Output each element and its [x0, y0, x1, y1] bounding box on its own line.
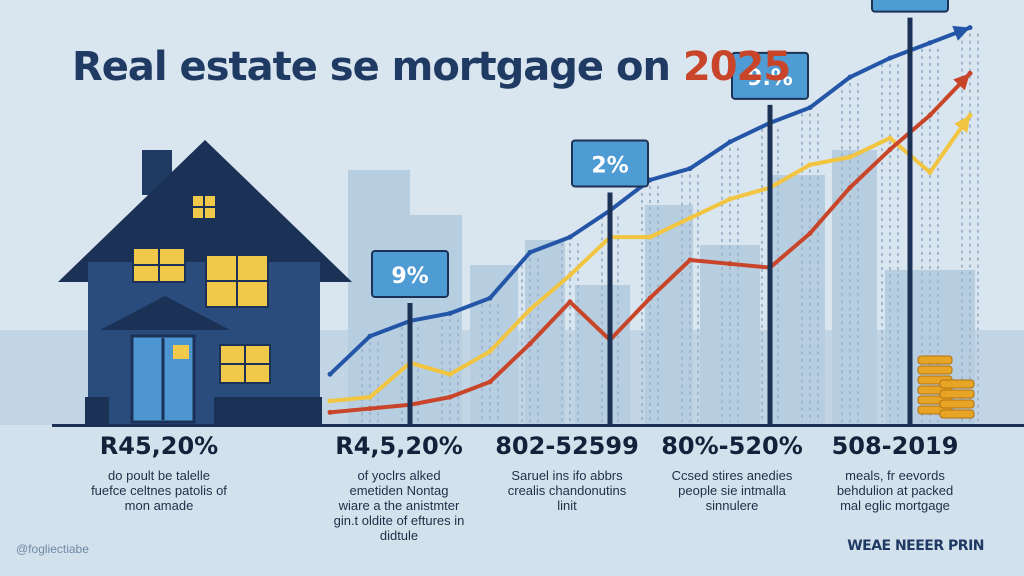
data-point: [807, 230, 813, 236]
data-point: [567, 234, 573, 240]
house-illustration: [58, 140, 352, 425]
data-point: [527, 249, 533, 255]
stat-value: 80%-520%: [661, 432, 803, 460]
stat-text-line: gin.t oldite of eftures in: [333, 513, 465, 528]
data-point: [727, 196, 733, 202]
callout-box: [371, 249, 449, 298]
data-point: [447, 371, 453, 377]
stat-block: R45,20% do poult be talelle fuefce celtn…: [64, 432, 254, 513]
data-point: [847, 74, 853, 80]
title-main: Real estate se mortgage on: [72, 44, 671, 90]
callout-label: 9.%: [747, 66, 793, 91]
stat-text-line: mon amade: [124, 498, 194, 513]
stat-text-line: of yoclrs alked: [357, 468, 441, 483]
stat-text-line: wiare a the anistmter: [338, 498, 460, 513]
stat-text-line: fuefce celtnes patolis of: [91, 483, 227, 498]
chart-area: 9% 2% 9.% 21%: [327, 0, 973, 424]
stat-text-line: people sie intmalla: [678, 483, 786, 498]
series-arrowhead: [954, 115, 970, 133]
stat-block: R4,5,20% of yoclrs alked emetiden Nontag…: [304, 432, 494, 543]
data-point: [847, 185, 853, 191]
data-point: [487, 295, 493, 301]
stat-text-line: emetiden Nontag: [349, 483, 449, 498]
porch-roof: [100, 296, 230, 330]
page-title: Real estate se mortgage on 2025: [72, 44, 791, 90]
stat-text-line: didtule: [379, 528, 419, 543]
data-point: [327, 409, 333, 415]
data-point: [567, 299, 573, 305]
door-window: [173, 345, 189, 359]
series-arrowhead: [953, 73, 970, 91]
data-point: [447, 394, 453, 400]
data-point: [927, 112, 933, 118]
series-arrowhead: [952, 25, 970, 41]
data-point: [927, 40, 933, 46]
data-point: [887, 135, 893, 141]
data-point: [687, 257, 693, 263]
data-point: [807, 162, 813, 168]
footer-handle: @fogliectiabe: [16, 542, 89, 556]
data-point: [487, 379, 493, 385]
stat-block: 80%-520% Ccsed stires anedies people sie…: [637, 432, 827, 513]
callout-label: 2%: [591, 153, 628, 178]
data-point: [687, 166, 693, 172]
stat-block: 802-52599 Saruel ins ifo abbrs crealis c…: [472, 432, 662, 513]
stat-text-line: crealis chandonutins: [507, 483, 627, 498]
data-point: [807, 105, 813, 111]
callout-label: 21%: [884, 0, 937, 4]
stat-text-line: sinnulere: [705, 498, 759, 513]
data-point: [327, 398, 333, 404]
stat-value: R45,20%: [99, 432, 219, 460]
callout-label: 9%: [391, 264, 428, 289]
title-year: 2025: [682, 44, 791, 90]
data-point: [647, 295, 653, 301]
data-point: [727, 261, 733, 267]
data-point: [487, 348, 493, 354]
stat-text-line: do poult be talelle: [108, 468, 210, 483]
data-point: [647, 234, 653, 240]
data-point: [847, 154, 853, 160]
callout-box: [871, 0, 949, 13]
stat-text-line: mal eglic mortgage: [840, 498, 950, 513]
data-point: [527, 307, 533, 313]
data-point: [367, 333, 373, 339]
footer-brand-logo: WEAE NEEER PRIN: [847, 538, 984, 554]
stat-text-line: meals, fr eevords: [845, 468, 945, 483]
data-point: [527, 341, 533, 347]
data-point: [367, 406, 373, 412]
stat-text-line: Ccsed stires anedies: [671, 468, 793, 483]
stat-value: R4,5,20%: [335, 432, 463, 460]
data-point: [727, 139, 733, 145]
stat-text-line: behdulion at packed: [836, 483, 954, 498]
data-point: [687, 215, 693, 221]
data-point: [567, 272, 573, 278]
callout-box: [731, 51, 809, 100]
coin-stack-icon: [917, 355, 975, 419]
callout-box: [571, 139, 649, 188]
stat-value: 508-2019: [831, 432, 959, 460]
data-point: [447, 310, 453, 316]
stat-text-line: Saruel ins ifo abbrs: [511, 468, 623, 483]
stat-block: 508-2019 meals, fr eevords behdulion at …: [800, 432, 990, 513]
data-point: [927, 169, 933, 175]
data-point: [327, 371, 333, 377]
data-point: [887, 55, 893, 61]
stat-value: 802-52599: [495, 432, 639, 460]
stat-text-line: linit: [557, 498, 577, 513]
ground-line: [52, 424, 1024, 427]
lower-band: [0, 425, 1024, 576]
data-point: [367, 394, 373, 400]
data-point: [887, 147, 893, 153]
